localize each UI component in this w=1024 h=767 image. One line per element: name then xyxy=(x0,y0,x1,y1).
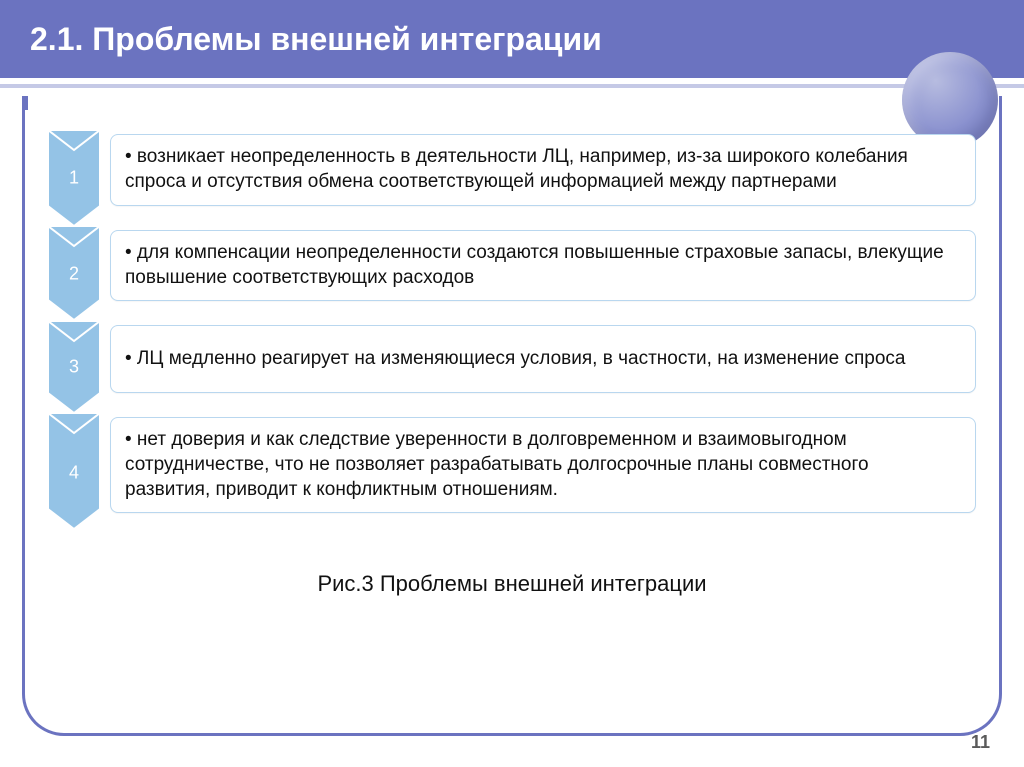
list-item-text: • для компенсации неопределенности созда… xyxy=(125,241,957,290)
list-row-4: 4 • нет доверия и как следствие увереннос… xyxy=(48,413,976,533)
chevron-icon: 1 xyxy=(48,130,100,226)
chevron-number: 3 xyxy=(48,357,100,378)
list-content: 1 • возникает неопределенность в деятельн… xyxy=(48,130,976,597)
list-item-box: • ЛЦ медленно реагирует на изменяющиеся … xyxy=(110,325,976,393)
list-item-box: • возникает неопределенность в деятельно… xyxy=(110,134,976,206)
chevron-icon: 3 xyxy=(48,321,100,413)
list-row-1: 1 • возникает неопределенность в деятельн… xyxy=(48,130,976,226)
list-item-text: • ЛЦ медленно реагирует на изменяющиеся … xyxy=(125,347,906,372)
list-row-2: 2 • для компенсации неопределенности созд… xyxy=(48,226,976,321)
page-number: 11 xyxy=(971,732,990,753)
chevron-number: 4 xyxy=(48,463,100,484)
list-item-box: • нет доверия и как следствие уверенност… xyxy=(110,417,976,513)
figure-caption: Рис.3 Проблемы внешней интеграции xyxy=(48,571,976,597)
list-item-text: • возникает неопределенность в деятельно… xyxy=(125,145,957,194)
chevron-icon: 2 xyxy=(48,226,100,321)
list-item-box: • для компенсации неопределенности созда… xyxy=(110,230,976,301)
list-row-3: 3 • ЛЦ медленно реагирует на изменяющиеся… xyxy=(48,321,976,413)
slide-title: 2.1. Проблемы внешней интеграции xyxy=(30,21,602,58)
chevron-number: 1 xyxy=(48,168,100,189)
title-divider xyxy=(0,84,1024,88)
chevron-number: 2 xyxy=(48,263,100,284)
list-item-text: • нет доверия и как следствие уверенност… xyxy=(125,428,957,502)
title-bar: 2.1. Проблемы внешней интеграции xyxy=(0,0,1024,78)
chevron-icon: 4 xyxy=(48,413,100,533)
